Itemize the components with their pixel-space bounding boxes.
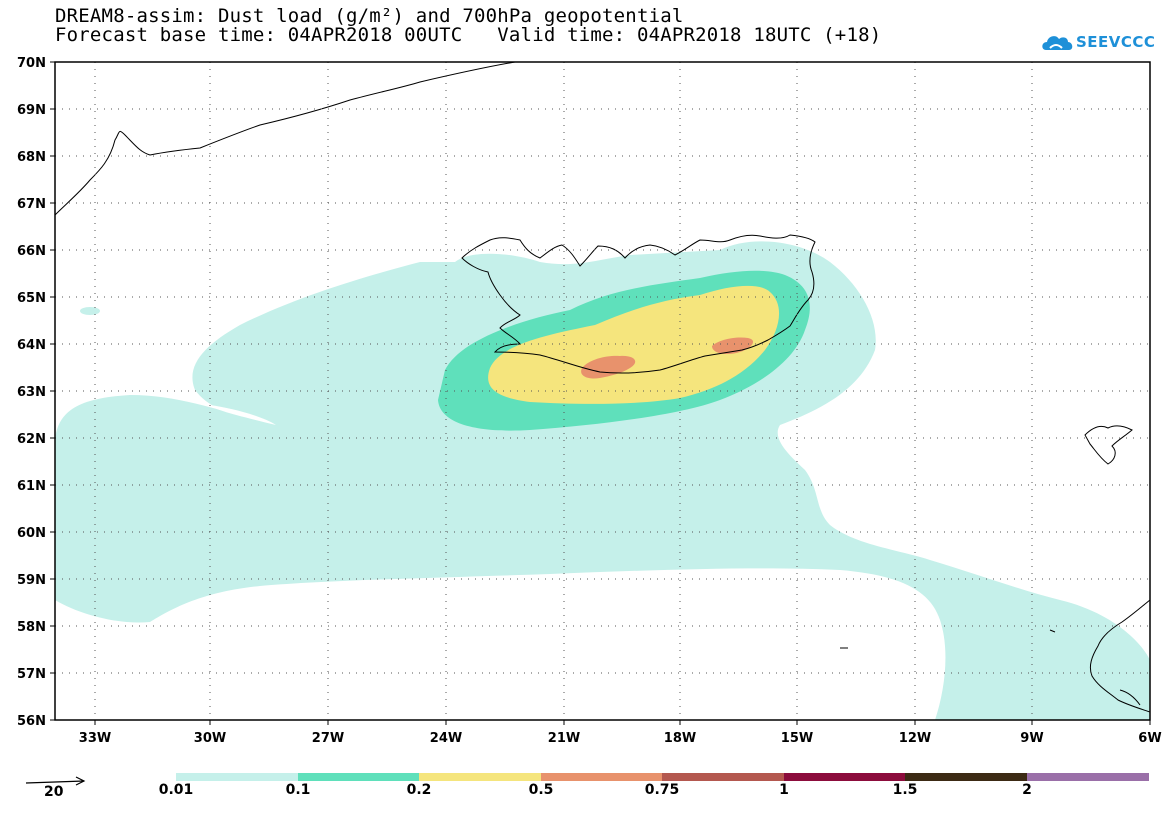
legend-label: 0.1 xyxy=(285,782,311,798)
dust-contour-0.2 xyxy=(488,285,780,404)
lon-label: 33W xyxy=(79,731,111,746)
legend-label: 0.75 xyxy=(644,782,680,798)
logo-text: SEEVCCC xyxy=(1076,33,1156,51)
lat-label: 63N xyxy=(17,385,46,400)
lon-label: 15W xyxy=(781,731,813,746)
legend-label: 1.5 xyxy=(892,782,918,798)
reference-vector-arrow-icon xyxy=(25,776,86,786)
lat-label: 70N xyxy=(17,56,46,71)
legend-swatch xyxy=(662,773,784,781)
lat-label: 69N xyxy=(17,103,46,118)
lon-label: 27W xyxy=(312,731,344,746)
lat-label: 66N xyxy=(17,244,46,259)
cloud-icon xyxy=(1042,36,1073,50)
lon-label: 21W xyxy=(548,731,580,746)
legend-swatch xyxy=(298,773,419,781)
seevccc-logo: SEEVCCC xyxy=(1040,30,1160,56)
lon-label: 24W xyxy=(430,731,462,746)
lat-label: 60N xyxy=(17,526,46,541)
legend-swatch xyxy=(784,773,905,781)
lat-label: 68N xyxy=(17,150,46,165)
lat-label: 57N xyxy=(17,667,46,682)
coastlines xyxy=(54,61,1151,713)
chart-title-line2: Forecast base time: 04APR2018 00UTC Vali… xyxy=(55,24,882,46)
lat-label: 56N xyxy=(17,714,46,729)
legend-swatch xyxy=(1027,773,1149,781)
lat-label: 62N xyxy=(17,432,46,447)
legend-label: 1 xyxy=(779,782,789,798)
lat-label: 65N xyxy=(17,291,46,306)
legend-label: 0.01 xyxy=(158,782,194,798)
lon-label: 9W xyxy=(1020,731,1043,746)
legend-swatch xyxy=(419,773,541,781)
dust-contour-0.01 xyxy=(55,241,1150,720)
lat-label: 64N xyxy=(17,338,46,353)
lat-label: 67N xyxy=(17,197,46,212)
legend-label: 2 xyxy=(1022,782,1032,798)
lat-label: 58N xyxy=(17,620,46,635)
lon-label: 30W xyxy=(194,731,226,746)
gridlines xyxy=(55,62,1150,720)
reference-vector-label: 20 xyxy=(44,784,64,800)
lon-label: 6W xyxy=(1138,731,1161,746)
dust-gap xyxy=(210,405,276,425)
axis-ticks xyxy=(50,61,1151,725)
legend-label: 0.5 xyxy=(528,782,554,798)
lat-label: 61N xyxy=(17,479,46,494)
lon-label: 12W xyxy=(899,731,931,746)
legend-label: 0.2 xyxy=(406,782,432,798)
legend-swatch xyxy=(905,773,1027,781)
lat-label: 59N xyxy=(17,573,46,588)
legend-swatch xyxy=(541,773,662,781)
lon-label: 18W xyxy=(664,731,696,746)
chart-title-line1: DREAM8-assim: Dust load (g/m²) and 700hP… xyxy=(55,5,684,27)
legend-swatch xyxy=(176,773,298,781)
